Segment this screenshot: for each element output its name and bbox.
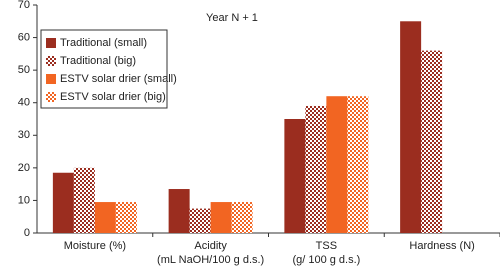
bar xyxy=(347,96,369,233)
y-tick-label: 30 xyxy=(18,129,30,141)
legend-label: Traditional (small) xyxy=(60,37,147,49)
legend-swatch xyxy=(46,38,56,48)
legend-box xyxy=(40,29,168,109)
bar xyxy=(305,105,327,233)
y-tick-label: 0 xyxy=(24,227,30,239)
legend-swatch xyxy=(46,74,56,84)
bar xyxy=(115,202,137,233)
bar xyxy=(284,119,306,233)
y-tick-label: 20 xyxy=(18,162,30,174)
y-tick-label: 40 xyxy=(18,97,30,109)
y-tick-label: 10 xyxy=(18,194,30,206)
annotation: Year N + 1 xyxy=(206,12,258,24)
bar xyxy=(326,96,348,233)
bar xyxy=(189,208,211,233)
bar xyxy=(168,189,190,233)
x-tick-label: Moisture (%) xyxy=(64,240,126,252)
legend-label: ESTV solar drier (small) xyxy=(60,73,177,85)
bar xyxy=(210,202,232,233)
y-tick-label: 70 xyxy=(18,0,30,11)
legend-label: Traditional (big) xyxy=(60,55,136,67)
bar xyxy=(52,172,74,233)
bar xyxy=(231,202,253,233)
bar xyxy=(421,50,443,233)
x-tick-label: (mL NaOH/100 g d.s.) xyxy=(157,254,264,266)
bar xyxy=(94,202,116,233)
bar xyxy=(73,167,95,233)
y-tick-label: 60 xyxy=(18,31,30,43)
x-tick-label: Acidity xyxy=(194,240,227,252)
legend-swatch xyxy=(46,56,56,66)
legend-swatch xyxy=(46,92,56,102)
x-tick-label: (g/ 100 g d.s.) xyxy=(292,254,360,266)
y-tick-label: 50 xyxy=(18,64,30,76)
legend-label: ESTV solar drier (big) xyxy=(60,91,166,103)
bar xyxy=(400,21,422,233)
x-tick-label: TSS xyxy=(316,240,337,252)
x-tick-label: Hardness (N) xyxy=(409,240,474,252)
